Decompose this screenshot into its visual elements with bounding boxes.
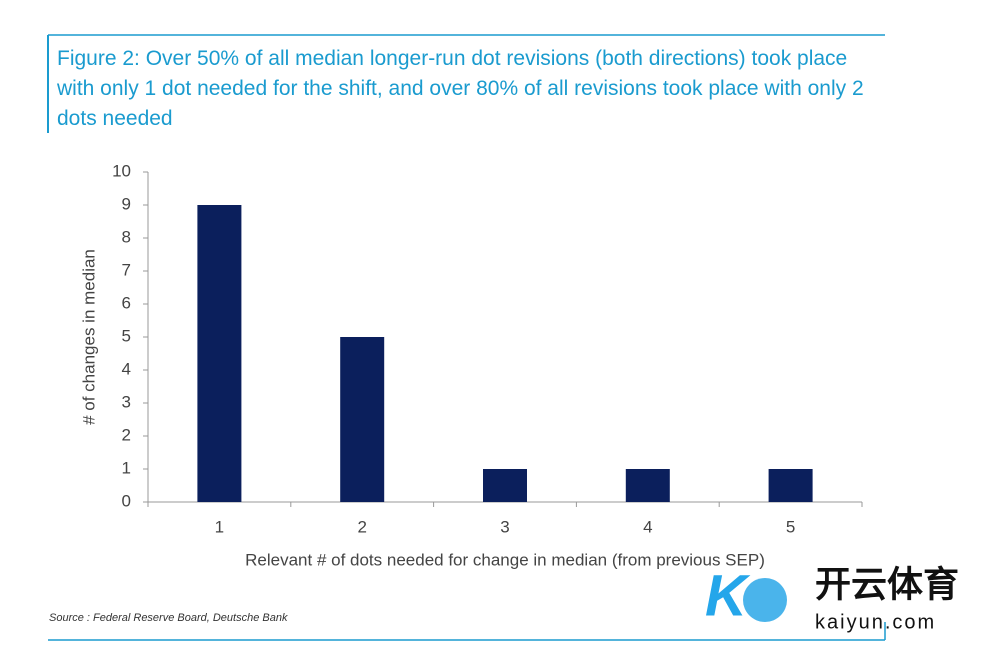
- x-tick-label: 5: [786, 517, 795, 536]
- y-tick-label: 9: [122, 194, 131, 213]
- watermark-domain: kaiyun.com: [815, 611, 936, 633]
- y-tick-label: 3: [122, 392, 131, 411]
- y-tick-label: 0: [122, 491, 131, 510]
- y-tick-label: 6: [122, 293, 131, 312]
- watermark: K 开云体育 kaiyun.com: [705, 563, 959, 633]
- logo-letter: K: [705, 563, 751, 628]
- y-tick-label: 7: [122, 260, 131, 279]
- bar: [768, 469, 813, 502]
- bar: [197, 205, 242, 502]
- y-tick-label: 8: [122, 227, 131, 246]
- y-tick-label: 1: [122, 458, 131, 477]
- y-tick-label: 2: [122, 425, 131, 444]
- logo: [743, 578, 787, 622]
- bar: [340, 337, 385, 502]
- bar: [625, 469, 670, 502]
- x-tick-label: 1: [215, 517, 224, 536]
- x-tick-label: 3: [500, 517, 509, 536]
- x-tick-label: 4: [643, 517, 652, 536]
- y-axis-label: # of changes in median: [79, 249, 98, 425]
- source-note: Source : Federal Reserve Board, Deutsche…: [49, 612, 288, 624]
- watermark-brand: 开云体育: [815, 564, 959, 605]
- x-axis-label: Relevant # of dots needed for change in …: [245, 550, 765, 569]
- y-tick-label: 5: [122, 326, 131, 345]
- chart-title: Figure 2: Over 50% of all median longer-…: [57, 47, 864, 130]
- y-tick-label: 10: [112, 161, 131, 180]
- y-tick-label: 4: [122, 359, 131, 378]
- bar: [483, 469, 527, 502]
- x-tick-label: 2: [357, 517, 366, 536]
